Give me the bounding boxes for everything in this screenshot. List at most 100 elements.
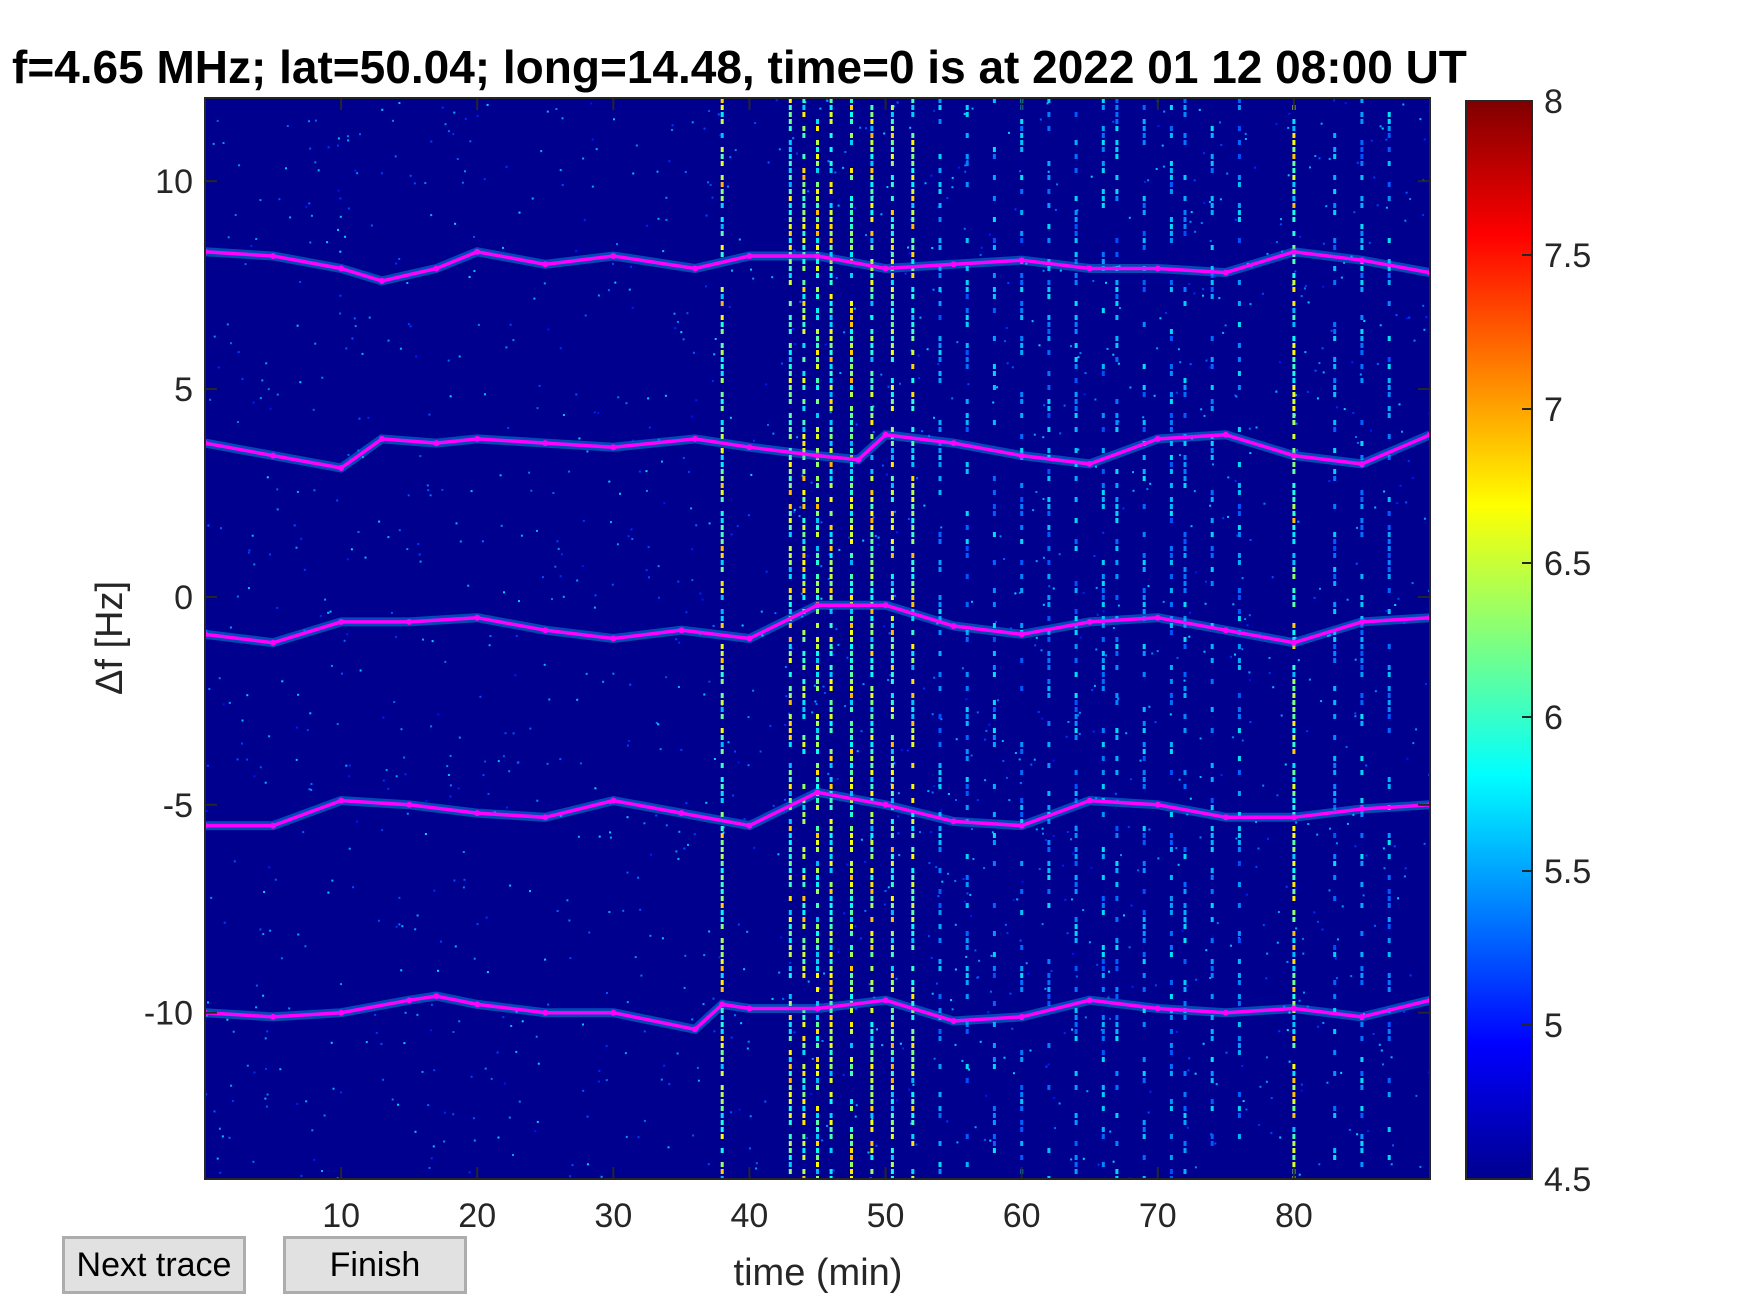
interference-stripe: [1047, 406, 1051, 411]
interference-stripe: [850, 175, 853, 180]
noise-speck: [930, 174, 933, 177]
interference-stripe: [788, 861, 792, 866]
interference-stripe: [938, 287, 942, 292]
interference-stripe: [911, 1176, 915, 1179]
noise-speck: [209, 398, 212, 401]
noise-speck: [429, 494, 432, 497]
noise-speck: [347, 453, 350, 456]
interference-stripe: [1142, 1057, 1146, 1062]
noise-speck: [897, 832, 900, 835]
x-tick-label: 40: [731, 1197, 769, 1235]
noise-speck: [1328, 634, 1331, 637]
interference-stripe: [788, 259, 792, 264]
noise-speck: [932, 288, 935, 291]
interference-stripe: [1047, 504, 1051, 509]
noise-speck: [908, 252, 911, 255]
interference-stripe: [850, 427, 853, 432]
interference-stripe: [965, 735, 969, 740]
noise-speck: [309, 241, 312, 244]
interference-stripe: [1047, 959, 1051, 964]
interference-stripe: [816, 259, 819, 264]
interference-stripe: [720, 959, 724, 964]
interference-stripe: [1292, 245, 1296, 250]
noise-speck: [1415, 728, 1418, 731]
interference-stripe: [890, 1022, 894, 1027]
noise-speck: [473, 957, 476, 960]
interference-stripe: [1360, 490, 1364, 495]
interference-stripe: [870, 700, 874, 705]
noise-speck: [504, 732, 507, 735]
interference-stripe: [1115, 665, 1119, 670]
interference-stripe: [1237, 609, 1241, 614]
interference-stripe: [802, 917, 806, 922]
interference-stripe: [911, 350, 915, 355]
noise-speck: [430, 725, 433, 728]
noise-speck: [792, 137, 795, 140]
interference-stripe: [870, 798, 874, 803]
interference-stripe: [850, 637, 853, 642]
interference-stripe: [802, 189, 806, 194]
interference-stripe: [816, 161, 819, 166]
interference-stripe: [816, 350, 819, 355]
noise-speck: [855, 1007, 858, 1010]
noise-speck: [278, 198, 281, 201]
trace-point: [1358, 1013, 1365, 1020]
interference-stripe: [802, 301, 806, 306]
interference-stripe: [870, 777, 874, 782]
interference-stripe: [802, 973, 806, 978]
noise-speck: [1188, 1057, 1191, 1060]
interference-stripe: [802, 945, 806, 950]
noise-speck: [1199, 737, 1202, 740]
interference-stripe: [1237, 1092, 1241, 1097]
noise-speck: [509, 323, 512, 326]
interference-stripe: [1210, 840, 1214, 845]
next-trace-button[interactable]: Next trace: [62, 1236, 246, 1294]
interference-stripe: [720, 462, 724, 467]
noise-speck: [826, 99, 829, 102]
noise-speck: [992, 401, 995, 404]
interference-stripe: [938, 455, 942, 460]
interference-stripe: [788, 952, 792, 957]
noise-speck: [398, 923, 401, 926]
interference-stripe: [802, 133, 806, 138]
noise-speck: [1287, 174, 1290, 177]
interference-stripe: [850, 210, 853, 215]
interference-stripe: [829, 399, 833, 404]
interference-stripe: [1333, 336, 1337, 341]
noise-speck: [1422, 304, 1425, 307]
interference-stripe: [1115, 735, 1119, 740]
interference-stripe: [938, 1029, 942, 1034]
finish-button[interactable]: Finish: [283, 1236, 467, 1294]
noise-speck: [1094, 398, 1097, 401]
noise-speck: [933, 109, 936, 112]
interference-stripe: [1183, 210, 1187, 215]
noise-speck: [1030, 763, 1033, 766]
interference-stripe: [788, 693, 792, 698]
interference-stripe: [911, 1106, 915, 1111]
interference-stripe: [911, 1057, 915, 1062]
noise-speck: [1117, 697, 1120, 700]
noise-speck: [1050, 970, 1053, 972]
interference-stripe: [829, 574, 833, 579]
interference-stripe: [938, 462, 942, 467]
interference-stripe: [911, 742, 915, 747]
interference-stripe: [1292, 364, 1296, 369]
interference-stripe: [788, 518, 792, 523]
interference-stripe: [911, 273, 915, 278]
interference-stripe: [1074, 847, 1078, 852]
interference-stripe: [850, 980, 853, 985]
interference-stripe: [890, 175, 894, 180]
noise-speck: [253, 1071, 256, 1074]
interference-stripe: [1360, 1134, 1364, 1139]
interference-stripe: [938, 301, 942, 306]
noise-speck: [274, 878, 277, 881]
interference-stripe: [802, 98, 806, 103]
interference-stripe: [1237, 322, 1241, 327]
interference-stripe: [1169, 161, 1173, 166]
noise-speck: [269, 553, 271, 556]
noise-speck: [562, 414, 565, 416]
interference-stripe: [802, 1043, 806, 1048]
trace-point: [746, 635, 753, 642]
interference-stripe: [1169, 280, 1173, 285]
noise-speck: [1241, 648, 1244, 651]
